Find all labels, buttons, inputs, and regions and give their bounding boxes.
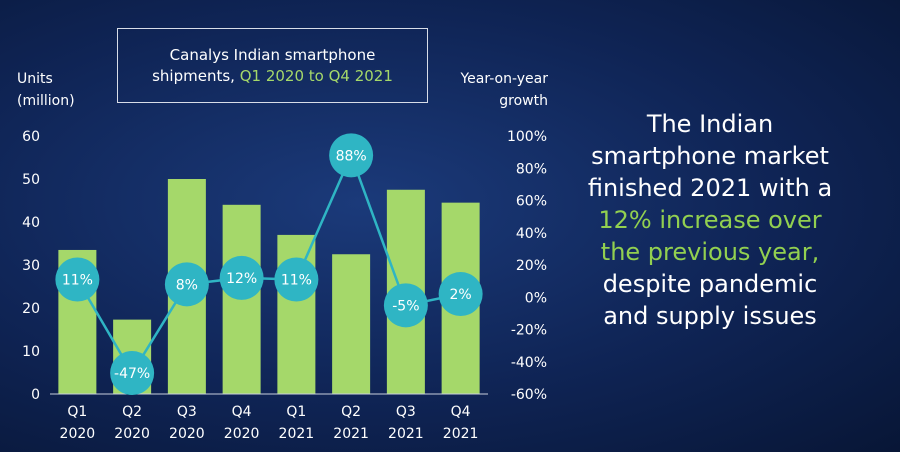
growth-marker-4 [274, 257, 319, 302]
category-label-0-quarter: Q1 [67, 404, 87, 420]
right-tick-label-3: 0% [525, 290, 547, 306]
growth-label-2: 8% [176, 277, 198, 293]
axes-layer: 0 10 20 30 40 50 60 -60% -40% -20% 0% 20% 40% 60% 80% 1… [22, 129, 547, 442]
callout-line4: 12% increase over [598, 206, 822, 234]
left-tick-label-2: 20 [22, 301, 40, 317]
category-label-0-year: 2020 [60, 426, 96, 442]
left-axis-title: Units (million) [17, 68, 75, 112]
growth-marker-1 [110, 351, 155, 396]
category-label-7-year: 2021 [443, 426, 479, 442]
category-label-3-year: 2020 [224, 426, 260, 442]
growth-label-6: -5% [392, 298, 419, 314]
category-label-5-quarter: Q2 [341, 404, 361, 420]
callout-line7: and supply issues [603, 302, 817, 330]
right-tick-label-7: 80% [516, 161, 547, 177]
growth-label-4: 11% [281, 273, 312, 289]
right-tick-label-1: -40% [511, 355, 547, 371]
growth-marker-3 [219, 255, 264, 300]
category-label-4-year: 2021 [279, 426, 315, 442]
chart-title-line1: Canalys Indian smartphone [169, 45, 376, 64]
growth-label-0: 11% [62, 273, 93, 289]
left-tick-label-1: 10 [22, 344, 40, 360]
category-label-1-year: 2020 [114, 426, 150, 442]
callout-line2: smartphone market [591, 142, 829, 170]
chart-title-prefix: shipments, [152, 66, 235, 85]
category-label-2-quarter: Q3 [177, 404, 197, 420]
growth-marker-2 [164, 262, 209, 307]
callout-line3: finished 2021 with a [587, 174, 833, 202]
right-tick-label-4: 20% [516, 258, 547, 274]
growth-label-5: 88% [336, 148, 367, 164]
category-label-5-year: 2021 [333, 426, 369, 442]
callout-line1: The Indian [646, 110, 774, 138]
bars-layer [58, 179, 480, 394]
chart-title-line2: shipments, Q1 2020 to Q4 2021 [152, 66, 393, 87]
left-tick-label-5: 50 [22, 172, 40, 188]
left-axis-title-line1: Units [17, 71, 53, 87]
category-label-1-quarter: Q2 [122, 404, 142, 420]
labels-layer: 11% -47% 8% 12% 11% 88% -5% 2% [55, 133, 483, 396]
growth-marker-0 [55, 257, 100, 302]
growth-marker-7 [438, 272, 483, 317]
right-axis-title-line1: Year-on-year [460, 71, 548, 87]
category-label-4-quarter: Q1 [286, 404, 306, 420]
category-label-6-quarter: Q3 [396, 404, 416, 420]
left-tick-label-4: 40 [22, 215, 40, 231]
callout-text: The Indian smartphone market finished 20… [565, 108, 855, 332]
right-tick-label-8: 100% [507, 129, 547, 145]
right-tick-label-2: -20% [511, 323, 547, 339]
callout-line6: despite pandemic [602, 270, 818, 298]
category-label-6-year: 2021 [388, 426, 424, 442]
callout-line5: the previous year, [600, 238, 820, 266]
right-tick-label-0: -60% [511, 387, 547, 403]
left-tick-label-0: 0 [31, 387, 40, 403]
category-label-7-quarter: Q4 [451, 404, 471, 420]
growth-marker-6 [383, 283, 428, 328]
chart-title: Canalys Indian smartphone shipments, Q1 … [117, 28, 428, 103]
right-tick-label-5: 40% [516, 226, 547, 242]
growth-marker-5 [329, 133, 374, 178]
left-axis-title-line2: (million) [17, 93, 75, 109]
growth-label-1: -47% [114, 366, 150, 382]
right-axis-title-line2: growth [499, 93, 548, 109]
bar-5 [332, 254, 371, 394]
right-axis-title: Year-on-year growth [450, 68, 548, 112]
growth-label-7: 2% [450, 287, 472, 303]
left-tick-label-6: 60 [22, 129, 40, 145]
category-label-3-quarter: Q4 [232, 404, 252, 420]
left-tick-label-3: 30 [22, 258, 40, 274]
right-tick-label-6: 60% [516, 194, 547, 210]
chart-title-highlight: Q1 2020 to Q4 2021 [239, 66, 393, 85]
category-label-2-year: 2020 [169, 426, 205, 442]
growth-label-3: 12% [226, 271, 257, 287]
